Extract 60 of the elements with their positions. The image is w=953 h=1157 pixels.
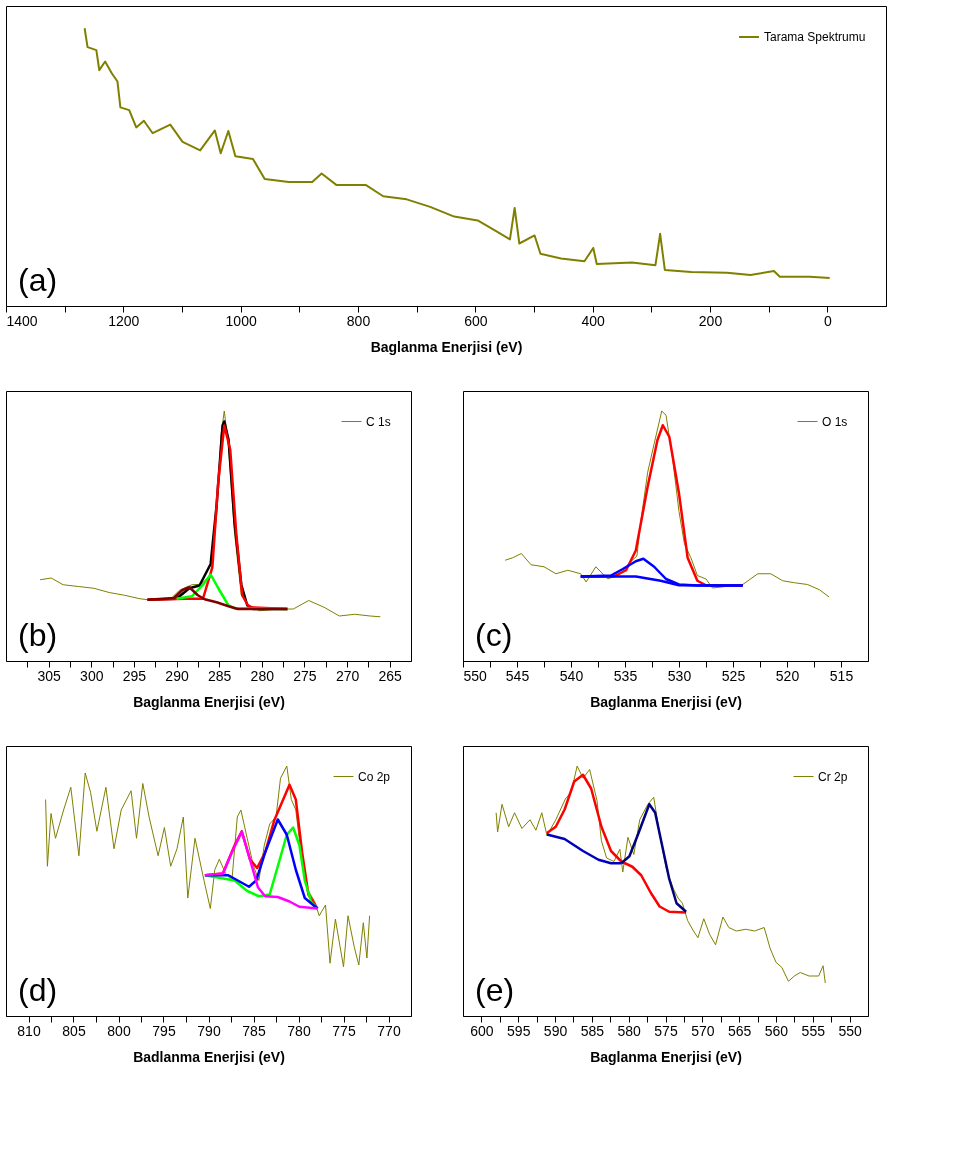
x-tick-label: 400 xyxy=(581,312,606,329)
legend-label: C 1s xyxy=(366,414,391,429)
x-tick-label: 595 xyxy=(507,1022,531,1039)
x-tick-label: 575 xyxy=(654,1022,678,1039)
x-tick-label: 805 xyxy=(62,1022,86,1039)
x-tick-label: 585 xyxy=(580,1022,605,1039)
x-tick-label: 590 xyxy=(543,1022,568,1039)
x-tick-label: 540 xyxy=(559,667,584,684)
annotation: (e) xyxy=(475,972,515,1008)
annotation: (b) xyxy=(18,617,58,653)
x-tick-label: 580 xyxy=(617,1022,642,1039)
x-tick-label: 785 xyxy=(242,1022,266,1039)
x-tick-label: 810 xyxy=(17,1022,41,1039)
x-tick-label: 790 xyxy=(197,1022,221,1039)
x-tick-label: 295 xyxy=(122,667,147,684)
legend-label: Tarama Spektrumu xyxy=(764,30,866,44)
legend-label: O 1s xyxy=(822,414,848,429)
x-tick-label: 0 xyxy=(823,312,832,329)
x-tick-label: 770 xyxy=(377,1022,401,1039)
x-tick-label: 300 xyxy=(80,667,104,684)
x-tick-label: 775 xyxy=(332,1022,356,1039)
x-tick-label: 530 xyxy=(667,667,692,684)
x-tick-label: 525 xyxy=(721,667,746,684)
x-tick-label: 570 xyxy=(691,1022,715,1039)
x-axis-title: Baglanma Enerjisi (eV) xyxy=(590,1048,742,1065)
x-tick-label: 305 xyxy=(37,667,62,684)
x-tick-label: 600 xyxy=(470,1022,494,1039)
x-tick-label: 1200 xyxy=(108,312,140,329)
legend-label: Co 2p xyxy=(358,769,391,784)
x-tick-label: 270 xyxy=(335,667,360,684)
annotation: (d) xyxy=(18,972,58,1008)
x-tick-label: 550 xyxy=(838,1022,862,1039)
x-tick-label: 1400 xyxy=(6,312,38,329)
x-axis-title: Badlanma Enerjisi (eV) xyxy=(133,1048,285,1065)
x-tick-label: 520 xyxy=(775,667,800,684)
x-tick-label: 600 xyxy=(464,312,488,329)
legend-label: Cr 2p xyxy=(818,769,848,784)
x-tick-label: 560 xyxy=(764,1022,789,1039)
x-axis-title: Baglanma Enerjisi (eV) xyxy=(370,338,523,355)
x-tick-label: 285 xyxy=(207,667,232,684)
x-tick-label: 780 xyxy=(287,1022,311,1039)
x-tick-label: 290 xyxy=(165,667,189,684)
x-axis-title: Baglanma Enerjisi (eV) xyxy=(590,693,742,710)
annotation: (a) xyxy=(18,262,58,298)
x-tick-label: 565 xyxy=(727,1022,752,1039)
x-tick-label: 800 xyxy=(107,1022,131,1039)
x-tick-label: 265 xyxy=(378,667,403,684)
x-tick-label: 535 xyxy=(613,667,638,684)
x-tick-label: 795 xyxy=(152,1022,176,1039)
x-tick-label: 515 xyxy=(829,667,854,684)
x-tick-label: 1000 xyxy=(225,312,257,329)
x-tick-label: 545 xyxy=(505,667,530,684)
x-tick-label: 280 xyxy=(250,667,275,684)
x-tick-label: 275 xyxy=(293,667,317,684)
x-axis-title: Baglanma Enerjisi (eV) xyxy=(133,693,285,710)
x-tick-label: 200 xyxy=(698,312,723,329)
x-tick-label: 550 xyxy=(463,667,488,684)
annotation: (c) xyxy=(475,617,513,653)
x-tick-label: 555 xyxy=(801,1022,826,1039)
x-tick-label: 800 xyxy=(346,312,371,329)
